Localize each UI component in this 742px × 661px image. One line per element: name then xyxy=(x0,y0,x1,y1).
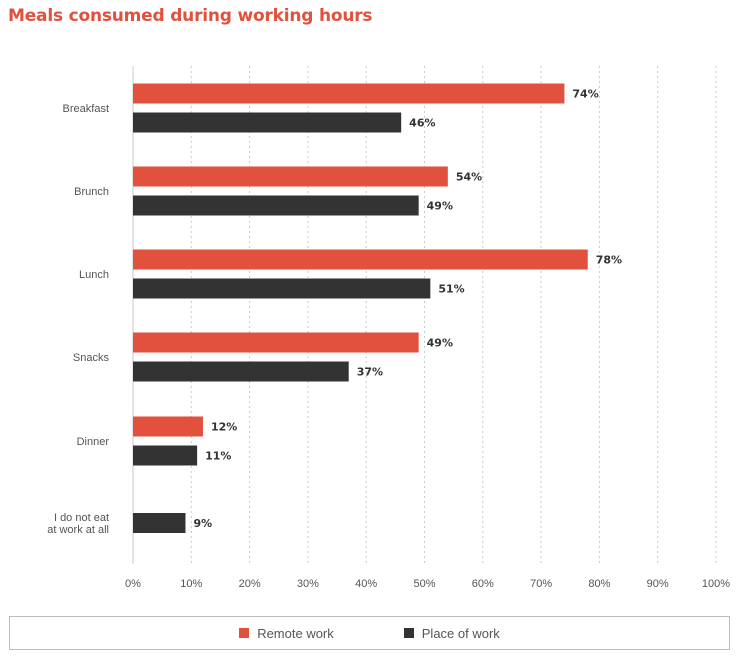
category-label: I do not eat at work at all xyxy=(47,512,109,536)
data-label: 11% xyxy=(205,450,231,463)
data-label: 74% xyxy=(572,88,598,101)
x-tick-label: 30% xyxy=(297,578,319,590)
bar-remote-work xyxy=(133,416,203,437)
data-label: 54% xyxy=(456,171,482,184)
bar-remote-work xyxy=(133,166,448,187)
category-label: Snacks xyxy=(73,352,110,364)
x-tick-label: 80% xyxy=(588,578,610,590)
legend-item-place-of-work: Place of work xyxy=(403,625,500,641)
data-label: 49% xyxy=(427,337,453,350)
category-label: Lunch xyxy=(79,269,109,281)
bar-place-of-work xyxy=(133,513,186,533)
data-label: 46% xyxy=(409,117,435,130)
data-label: 9% xyxy=(193,517,212,530)
bar-chart: 0% 10% 20% 30% 40% 50% 60% 70% 80% 90% 100% Breakfa… xyxy=(47,66,730,590)
category-label: Dinner xyxy=(77,436,110,448)
bar-remote-work xyxy=(133,332,419,353)
bar-place-of-work xyxy=(133,445,198,466)
legend: Remote work Place of work xyxy=(9,616,730,650)
category-label-line: at work at all xyxy=(47,524,109,536)
x-tick-label: 50% xyxy=(413,578,435,590)
x-tick-label: 70% xyxy=(530,578,552,590)
x-tick-label: 60% xyxy=(472,578,494,590)
bar-remote-work xyxy=(133,249,588,270)
bar-place-of-work xyxy=(133,361,349,382)
category-label-line: I do not eat xyxy=(54,512,109,524)
x-tick-label: 10% xyxy=(180,578,202,590)
bar-place-of-work xyxy=(133,112,402,133)
category-label-line: Lunch xyxy=(79,269,109,281)
x-tick-label: 90% xyxy=(647,578,669,590)
data-label: 49% xyxy=(427,200,453,213)
x-tick-label: 0% xyxy=(125,578,141,590)
bar-place-of-work xyxy=(133,278,431,299)
category-label-line: Snacks xyxy=(73,352,110,364)
legend-label-place-of-work: Place of work xyxy=(421,625,500,641)
category-label: Brunch xyxy=(74,186,109,198)
category-label-line: Breakfast xyxy=(63,103,109,115)
bar-place-of-work xyxy=(133,195,419,216)
category-label-line: Dinner xyxy=(77,436,110,448)
x-tick-label: 20% xyxy=(239,578,261,590)
bar-remote-work xyxy=(133,83,565,104)
category-label: Breakfast xyxy=(63,103,109,115)
data-label: 78% xyxy=(596,254,622,267)
category-label-line: Brunch xyxy=(74,186,109,198)
x-tick-label: 40% xyxy=(355,578,377,590)
chart-title: Meals consumed during working hours xyxy=(8,6,373,26)
legend-swatch-remote-work xyxy=(239,628,250,638)
legend-swatch-place-of-work xyxy=(403,628,414,638)
legend-label-remote-work: Remote work xyxy=(257,625,334,641)
legend-item-remote-work: Remote work xyxy=(239,626,334,641)
data-label: 51% xyxy=(438,283,464,296)
x-tick-label: 100% xyxy=(702,578,730,590)
data-label: 12% xyxy=(211,421,237,434)
data-label: 37% xyxy=(357,366,383,379)
